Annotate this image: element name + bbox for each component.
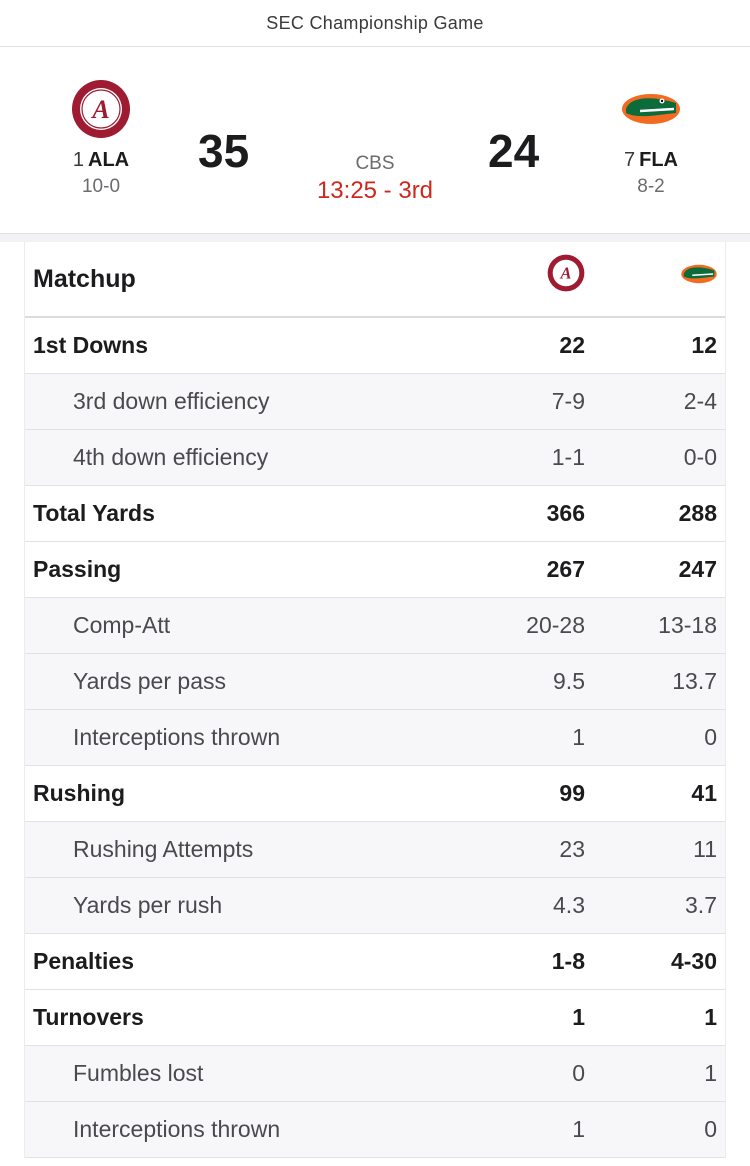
stat-label: Interceptions thrown	[73, 1116, 281, 1142]
stat-label: Interceptions thrown	[73, 724, 281, 750]
stat-label: Passing	[33, 556, 122, 582]
stat-row: 4th down efficiency 1-1 0-0	[25, 430, 725, 486]
stat-label: 4th down efficiency	[73, 444, 269, 470]
home-stat-value: 23	[559, 836, 585, 862]
stat-row: Interceptions thrown 1 0	[25, 1102, 725, 1158]
stat-row: Total Yards 366 288	[25, 486, 725, 542]
alabama-logo-icon: A	[41, 79, 161, 139]
home-stat-value: 0	[572, 1060, 585, 1086]
matchup-header: Matchup A	[25, 242, 725, 318]
stat-row: 1st Downs 22 12	[25, 318, 725, 374]
stat-label: Rushing Attempts	[73, 836, 254, 862]
stat-label: Rushing	[33, 780, 125, 806]
away-stat-value: 4-30	[670, 948, 717, 974]
away-stat-value: 1	[704, 1060, 717, 1086]
away-stat-value: 0	[704, 1116, 717, 1142]
stat-label: Yards per rush	[73, 892, 223, 918]
home-team[interactable]: A 1 ALA 10-0	[41, 79, 161, 198]
stat-label: Comp-Att	[73, 612, 171, 638]
stat-row: Fumbles lost 0 1	[25, 1046, 725, 1102]
stat-label: 1st Downs	[33, 332, 149, 358]
home-stat-value: 1-8	[551, 948, 585, 974]
home-stat-value: 22	[559, 332, 585, 358]
stat-label: Fumbles lost	[73, 1060, 204, 1086]
matchup-title: Matchup	[33, 264, 136, 293]
game-clock: 13:25 - 3rd	[316, 177, 434, 204]
florida-gator-logo-icon	[591, 79, 711, 139]
home-stat-value: 9.5	[553, 668, 585, 694]
stat-row: Yards per pass 9.5 13.7	[25, 654, 725, 710]
stat-row: Comp-Att 20-28 13-18	[25, 598, 725, 654]
away-abbr: FLA	[639, 149, 678, 171]
away-stat-value: 3.7	[685, 892, 717, 918]
away-stat-value: 1	[704, 1004, 717, 1030]
away-stat-value: 11	[693, 836, 717, 862]
section-divider	[0, 234, 750, 242]
stat-row: 3rd down efficiency 7-9 2-4	[25, 374, 725, 430]
stat-row: Interceptions thrown 1 0	[25, 710, 725, 766]
away-team[interactable]: 7 FLA 8-2	[591, 79, 711, 198]
stat-row: Turnovers 1 1	[25, 990, 725, 1046]
florida-gator-logo-icon	[680, 254, 718, 293]
away-stat-value: 13.7	[672, 668, 717, 694]
away-score: 24	[488, 125, 540, 177]
away-stat-value: 247	[678, 556, 717, 582]
svg-text:A: A	[560, 264, 572, 283]
stat-row: Yards per rush 4.3 3.7	[25, 878, 725, 934]
header-bar: SEC Championship Game	[0, 0, 750, 47]
stat-row: Penalties 1-8 4-30	[25, 934, 725, 990]
away-stat-value: 2-4	[683, 388, 717, 414]
away-rank: 7	[623, 149, 636, 171]
scoreboard[interactable]: A 1 ALA 10-0 35 CBS 13:25 - 3rd 24 7 FLA 8…	[0, 47, 750, 234]
stats-table: 1st Downs 22 12 3rd down efficiency 7-9 2-4 4t…	[25, 318, 725, 1158]
away-team-name: 7 FLA	[591, 149, 711, 172]
home-stat-value: 1	[572, 1116, 585, 1142]
stat-row: Rushing Attempts 23 11	[25, 822, 725, 878]
stat-row: Rushing 99 41	[25, 766, 725, 822]
stat-label: Yards per pass	[73, 668, 226, 694]
home-stat-value: 1	[572, 724, 585, 750]
page-title: SEC Championship Game	[266, 12, 484, 33]
home-stat-value: 99	[559, 780, 585, 806]
stat-row: Passing 267 247	[25, 542, 725, 598]
home-stat-value: 1	[572, 1004, 585, 1030]
stat-label: Turnovers	[33, 1004, 144, 1030]
home-score: 35	[198, 125, 250, 177]
home-rank: 1	[72, 149, 84, 171]
home-stat-value: 366	[546, 500, 585, 526]
home-stat-value: 267	[546, 556, 585, 582]
away-stat-value: 288	[678, 500, 717, 526]
home-stat-value: 1-1	[551, 444, 585, 470]
stat-label: Total Yards	[33, 500, 155, 526]
svg-text:A: A	[90, 95, 109, 124]
home-stat-value: 4.3	[553, 892, 585, 918]
away-stat-value: 0-0	[683, 444, 717, 470]
home-stat-value: 7-9	[551, 388, 585, 414]
stat-label: Penalties	[33, 948, 134, 974]
away-record: 8-2	[637, 176, 665, 197]
away-stat-value: 12	[691, 332, 717, 358]
away-stat-value: 13-18	[658, 612, 717, 638]
away-stat-value: 0	[704, 724, 717, 750]
stat-label: 3rd down efficiency	[73, 388, 270, 414]
game-status: CBS 13:25 - 3rd	[270, 153, 480, 205]
home-team-name: 1 ALA	[41, 149, 161, 172]
home-stat-value: 20-28	[526, 612, 585, 638]
home-abbr: ALA	[88, 149, 130, 171]
matchup-card: Matchup A 1st Downs 22 12 3rd down efficien…	[24, 242, 726, 1158]
away-stat-value: 41	[691, 780, 717, 806]
alabama-logo-icon: A	[547, 254, 585, 297]
home-record: 10-0	[81, 176, 121, 197]
network-label: CBS	[355, 153, 395, 174]
